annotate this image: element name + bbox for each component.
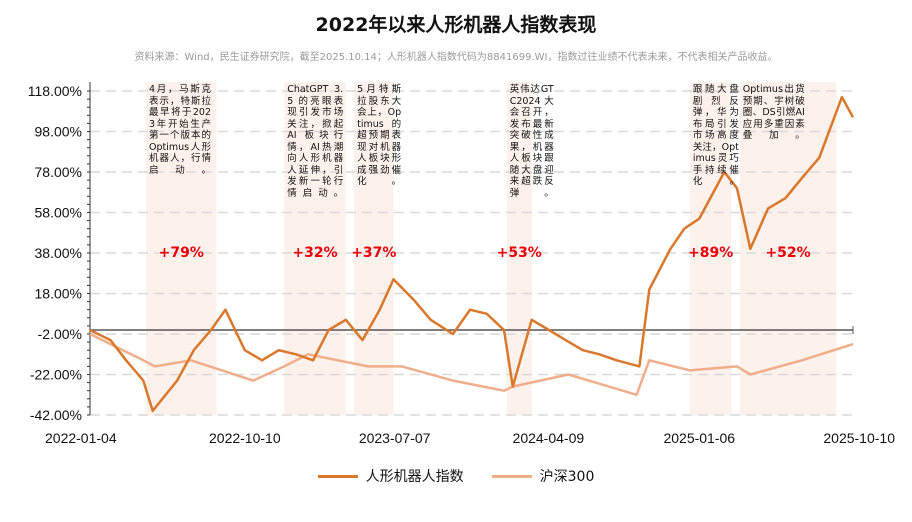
series-line-robot-index (89, 95, 855, 413)
period-annotation: 跟随大盘剧烈反弹，华为布局引发市场高度关注，Optimus灵巧手持续催化。 (692, 84, 739, 187)
period-annotation: 5月特斯拉股东大会上，Optimus的超预期表现对机器人板块形成强劲催化。 (357, 84, 402, 187)
period-annotation: 4月，马斯克表示，特斯拉最早将于2023年开始生产第一个版本的Optimus人形… (149, 84, 212, 176)
y-tick-label: -2.00% (38, 326, 82, 342)
period-change-label: +37% (351, 245, 397, 261)
period-change-label: +53% (496, 245, 542, 261)
shaded-period (146, 82, 217, 415)
y-tick-label: 98.00% (35, 124, 82, 140)
legend-item-robot: 人形机器人指数 (317, 466, 464, 486)
period-change-label: +52% (765, 245, 811, 261)
period-change-label: +79% (158, 245, 204, 261)
period-annotation: Optimus出货预期、宇树破圈、DS引燃AI应用多重因素叠加。 (742, 84, 805, 141)
y-tick-label: -22.00% (30, 367, 82, 383)
legend-swatch (317, 474, 358, 478)
shaded-period (689, 82, 732, 415)
y-tick-label: 18.00% (35, 286, 82, 302)
shaded-period (354, 82, 394, 415)
y-tick-label: 38.00% (35, 245, 82, 261)
legend: 人形机器人指数 沪深300 (0, 466, 912, 486)
chart-title: 2022年以来人形机器人指数表现 (315, 14, 597, 36)
x-tick-label: 2025-01-06 (663, 430, 735, 446)
x-tick-label: 2022-10-10 (209, 430, 281, 446)
chart-source-note: 资料来源：Wind，民生证券研究院，截至2025.10.14；人形机器人指数代码… (134, 52, 778, 63)
y-tick-label: 58.00% (35, 205, 82, 221)
y-tick-label: 118.00% (28, 83, 82, 99)
x-tick-label: 2022-01-04 (45, 430, 117, 446)
x-tick-label: 2023-07-07 (359, 430, 431, 446)
y-tick-label: -42.00% (30, 407, 82, 423)
period-annotation: 英伟达GTC2024大会召开，发布最新突破性成果，机器人板块跟随大盘迎来超跌反弹… (509, 84, 554, 199)
shaded-period (739, 82, 837, 415)
legend-label: 人形机器人指数 (365, 469, 464, 485)
period-change-label: +32% (292, 245, 338, 261)
legend-label: 沪深300 (539, 469, 595, 485)
x-tick-label: 2024-04-09 (513, 430, 585, 446)
period-change-label: +89% (688, 245, 734, 261)
period-annotation: ChatGPT 3.5 的亮眼表现引发市场关注，掀起 AI 板块行情，AI热潮向… (287, 84, 344, 199)
series-line-csi300 (89, 332, 854, 397)
y-tick-label: 78.00% (35, 164, 82, 180)
legend-item-csi300: 沪深300 (491, 466, 595, 486)
legend-swatch (491, 474, 532, 478)
x-tick-label: 2025-10-10 (823, 430, 895, 446)
